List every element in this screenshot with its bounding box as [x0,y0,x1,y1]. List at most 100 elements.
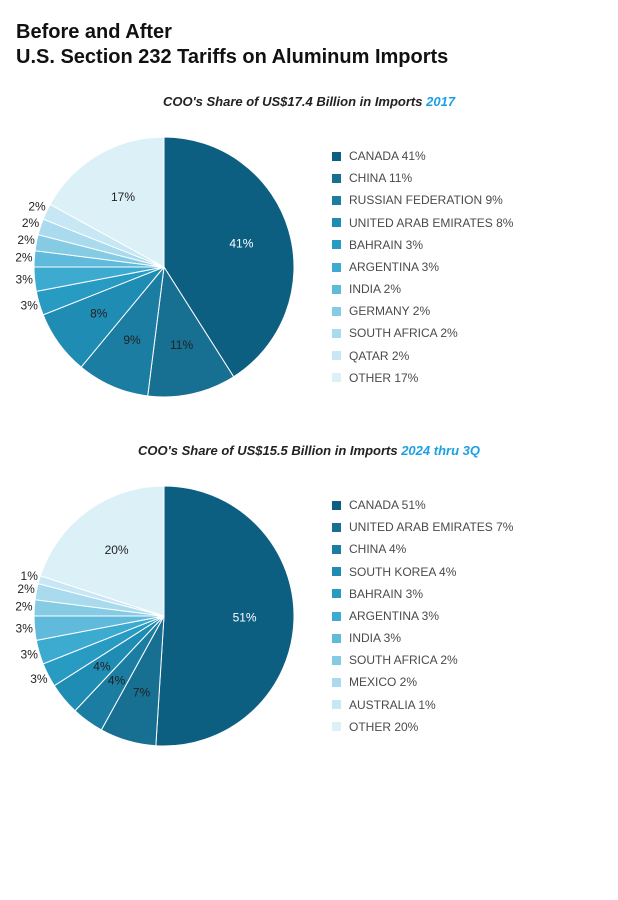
pie-slice-label-5: 3% [16,272,33,286]
legend-row: MEXICO 2% [332,671,602,693]
legend-label: CANADA 51% [349,494,426,516]
legend-label: INDIA 2% [349,278,401,300]
legend-swatch [332,174,341,183]
pie-wrap: 41% 11% 9% 8% 3% 3% 2% 2% 2% 2% 17% [16,119,312,415]
legend-row: QATAR 2% [332,345,602,367]
legend-swatch [332,501,341,510]
pie-slice-label-1: 11% [170,338,193,352]
charts-container: COO's Share of US$17.4 Billion in Import… [16,94,602,764]
legend-label: AUSTRALIA 1% [349,694,436,716]
legend-row: SOUTH KOREA 4% [332,561,602,583]
legend-swatch [332,567,341,576]
legend-swatch [332,263,341,272]
pie-slice-label-4: 3% [21,298,39,312]
legend-swatch [332,612,341,621]
pie-slice-label-6: 2% [16,250,33,264]
legend-row: ARGENTINA 3% [332,256,602,278]
legend-row: OTHER 17% [332,367,602,389]
legend-row: UNITED ARAB EMIRATES 8% [332,212,602,234]
legend-label: RUSSIAN FEDERATION 9% [349,189,503,211]
legend-swatch [332,678,341,687]
chart-title-prefix: COO's Share of US$17.4 Billion in Import… [163,94,423,109]
title-line-2: U.S. Section 232 Tariffs on Aluminum Imp… [16,45,602,70]
legend-swatch [332,656,341,665]
pie-slice-label-4: 3% [30,672,48,686]
legend-label: OTHER 20% [349,716,418,738]
legend-label: SOUTH AFRICA 2% [349,322,458,344]
legend-swatch [332,240,341,249]
legend-swatch [332,196,341,205]
pie-slice-label-9: 1% [21,569,39,583]
chart-title-1: COO's Share of US$15.5 Billion in Import… [16,443,602,458]
legend-label: INDIA 3% [349,627,401,649]
pie-slice-label-3: 8% [90,307,108,321]
pie-chart: 51%7%4%4%3%3%3%2%2%1%20% [16,468,312,764]
legend-label: GERMANY 2% [349,300,430,322]
pie-slice-label-7: 2% [16,599,33,613]
pie-wrap: 51%7%4%4%3%3%3%2%2%1%20% [16,468,312,764]
legend-row: CANADA 41% [332,145,602,167]
chart-title-year: 2024 thru 3Q [401,443,480,458]
legend-row: ARGENTINA 3% [332,605,602,627]
legend-swatch [332,285,341,294]
legend: CANADA 51%UNITED ARAB EMIRATES 7%CHINA 4… [332,494,602,738]
legend-swatch [332,351,341,360]
legend-swatch [332,700,341,709]
legend-label: BAHRAIN 3% [349,234,423,256]
legend-label: OTHER 17% [349,367,418,389]
pie-slice-label-8: 2% [17,582,35,596]
title-block: Before and After U.S. Section 232 Tariff… [16,20,602,70]
legend-label: SOUTH AFRICA 2% [349,649,458,671]
legend-swatch [332,523,341,532]
legend-label: CHINA 4% [349,538,406,560]
pie-slice-label-2: 9% [123,333,141,347]
legend-row: CHINA 4% [332,538,602,560]
legend-row: SOUTH AFRICA 2% [332,322,602,344]
chart-block-1: COO's Share of US$15.5 Billion in Import… [16,443,602,764]
legend-swatch [332,545,341,554]
legend-swatch [332,307,341,316]
legend-row: BAHRAIN 3% [332,234,602,256]
pie-slice-label-3: 4% [93,660,111,674]
legend-label: UNITED ARAB EMIRATES 8% [349,212,513,234]
legend-row: CHINA 11% [332,167,602,189]
legend: CANADA 41%CHINA 11%RUSSIAN FEDERATION 9%… [332,145,602,389]
legend-label: SOUTH KOREA 4% [349,561,456,583]
legend-row: GERMANY 2% [332,300,602,322]
legend-swatch [332,218,341,227]
chart-block-0: COO's Share of US$17.4 Billion in Import… [16,94,602,415]
legend-label: QATAR 2% [349,345,409,367]
pie-slice-label-5: 3% [21,647,39,661]
pie-slice-label-0: 51% [233,611,257,625]
pie-chart: 41% 11% 9% 8% 3% 3% 2% 2% 2% 2% 17% [16,119,312,415]
legend-label: ARGENTINA 3% [349,256,439,278]
title-line-1: Before and After [16,20,602,45]
legend-swatch [332,329,341,338]
legend-swatch [332,373,341,382]
pie-slice-label-7: 2% [17,233,35,247]
legend-label: CHINA 11% [349,167,412,189]
pie-slice-0 [156,486,294,746]
chart-body: 51%7%4%4%3%3%3%2%2%1%20%CANADA 51%UNITED… [16,468,602,764]
legend-row: BAHRAIN 3% [332,583,602,605]
legend-swatch [332,589,341,598]
pie-slice-label-10: 20% [105,543,129,557]
legend-row: UNITED ARAB EMIRATES 7% [332,516,602,538]
chart-title-0: COO's Share of US$17.4 Billion in Import… [16,94,602,109]
pie-slice-label-6: 3% [16,621,33,635]
pie-slice-label-2: 4% [108,673,126,687]
legend-swatch [332,634,341,643]
legend-swatch [332,152,341,161]
pie-slice-label-8: 2% [22,216,40,230]
chart-title-prefix: COO's Share of US$15.5 Billion in Import… [138,443,398,458]
legend-row: INDIA 3% [332,627,602,649]
pie-slice-label-0: 41% [229,237,253,251]
pie-slice-label-10: 17% [111,190,135,204]
chart-title-year: 2017 [426,94,455,109]
legend-row: AUSTRALIA 1% [332,694,602,716]
pie-slice-label-9: 2% [28,199,46,213]
pie-slice-label-1: 7% [133,686,151,700]
legend-row: CANADA 51% [332,494,602,516]
legend-row: OTHER 20% [332,716,602,738]
legend-label: ARGENTINA 3% [349,605,439,627]
